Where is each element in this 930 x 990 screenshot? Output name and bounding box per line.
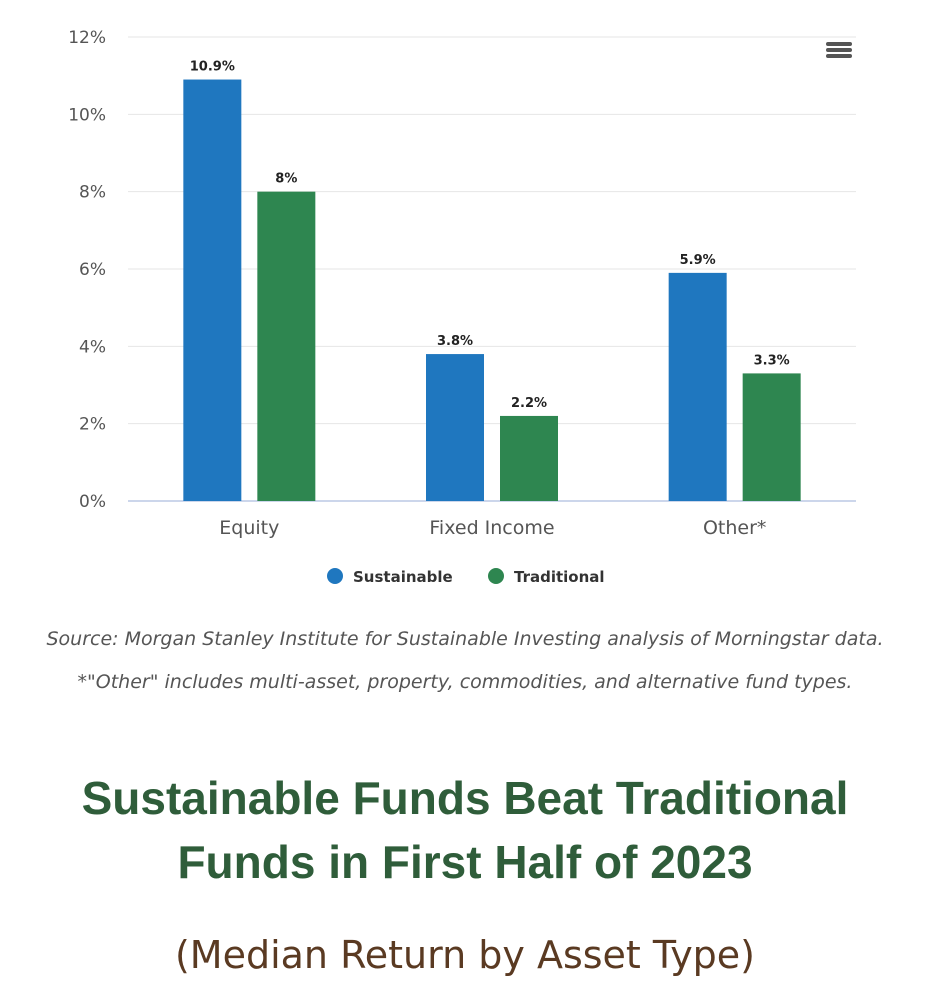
data-label: 8% — [275, 172, 297, 187]
legend-label: Traditional — [514, 568, 605, 586]
y-tick-label: 4% — [79, 337, 106, 357]
page-title: Sustainable Funds Beat Traditional Funds… — [81, 772, 849, 888]
y-tick-label: 10% — [68, 105, 106, 125]
x-tick-label: Equity — [219, 517, 279, 539]
data-label: 5.9% — [680, 253, 716, 268]
y-tick-label: 0% — [79, 492, 106, 512]
y-tick-label: 8% — [79, 183, 106, 203]
legend-marker-sustainable — [327, 568, 343, 584]
bar-sustainable — [426, 354, 484, 501]
x-tick-label: Other* — [703, 517, 766, 539]
legend-label: Sustainable — [353, 568, 453, 586]
bar-traditional — [500, 415, 558, 501]
chart-menu-button[interactable] — [822, 40, 856, 66]
x-tick-label: Fixed Income — [429, 517, 554, 539]
page-subtitle: (Median Return by Asset Type) — [174, 933, 756, 977]
bar-traditional — [742, 373, 801, 501]
y-tick-label: 6% — [79, 260, 106, 280]
data-label: 2.2% — [511, 396, 547, 411]
data-label: 3.8% — [437, 334, 473, 349]
y-tick-label: 2% — [79, 415, 106, 435]
bar-sustainable — [183, 79, 242, 502]
bar-sustainable — [668, 272, 727, 501]
y-tick-label: 12% — [68, 28, 106, 48]
bar-traditional — [257, 191, 316, 501]
bar-chart: 0% 2% 4% 6% 8% 10% 12% 10.9% 8% Equity 3.8% 2.2% Fix… — [68, 28, 856, 586]
source-note: Source: Morgan Stanley Institute for Sus… — [46, 628, 884, 693]
hamburger-menu-icon — [822, 42, 856, 58]
data-label: 3.3% — [754, 353, 790, 368]
data-label: 10.9% — [190, 60, 235, 75]
legend-marker-traditional — [488, 568, 504, 584]
